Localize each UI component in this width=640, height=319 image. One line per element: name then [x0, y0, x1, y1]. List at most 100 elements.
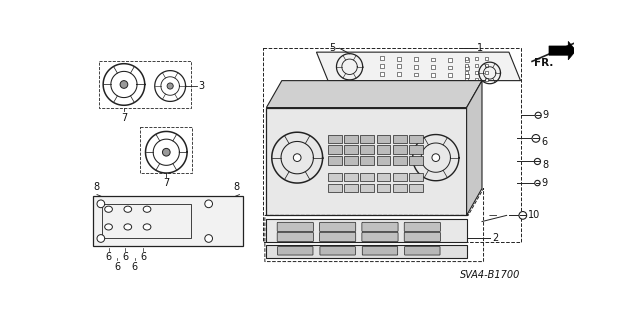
- Bar: [360, 135, 374, 143]
- Bar: [93, 196, 243, 246]
- Bar: [393, 156, 406, 165]
- Bar: [328, 145, 342, 154]
- Circle shape: [534, 159, 541, 165]
- Bar: [376, 135, 390, 143]
- Bar: [360, 145, 374, 154]
- Bar: [465, 58, 468, 62]
- Bar: [393, 184, 406, 192]
- FancyBboxPatch shape: [362, 232, 398, 241]
- Bar: [409, 145, 422, 154]
- FancyBboxPatch shape: [362, 247, 397, 255]
- Bar: [344, 184, 358, 192]
- Bar: [328, 156, 342, 165]
- Bar: [409, 156, 422, 165]
- Bar: [409, 184, 422, 192]
- Bar: [485, 78, 488, 81]
- Polygon shape: [467, 81, 482, 215]
- Circle shape: [519, 211, 527, 219]
- Bar: [465, 57, 468, 60]
- Circle shape: [97, 235, 105, 242]
- Circle shape: [120, 81, 128, 88]
- FancyBboxPatch shape: [320, 247, 355, 255]
- Circle shape: [535, 180, 540, 186]
- Bar: [344, 135, 358, 143]
- Text: FR.: FR.: [534, 58, 554, 68]
- Bar: [376, 184, 390, 192]
- Bar: [360, 156, 374, 165]
- Text: 7: 7: [163, 178, 170, 189]
- Ellipse shape: [124, 224, 132, 230]
- Bar: [465, 78, 468, 81]
- Circle shape: [532, 135, 540, 142]
- Ellipse shape: [143, 224, 151, 230]
- Bar: [380, 56, 384, 60]
- Text: 6: 6: [132, 262, 138, 271]
- Bar: [485, 57, 488, 60]
- Text: 10: 10: [528, 210, 540, 220]
- Bar: [397, 72, 401, 76]
- Circle shape: [205, 200, 212, 208]
- Circle shape: [432, 154, 440, 161]
- Text: 8: 8: [234, 182, 239, 192]
- Text: 7: 7: [121, 113, 127, 123]
- Text: 1: 1: [477, 43, 483, 53]
- Bar: [431, 73, 435, 77]
- Text: 9: 9: [543, 110, 549, 120]
- Bar: [380, 72, 384, 76]
- Bar: [409, 173, 422, 182]
- Bar: [448, 58, 452, 62]
- Text: 6: 6: [114, 262, 120, 271]
- Bar: [393, 145, 406, 154]
- Bar: [448, 66, 452, 70]
- Bar: [475, 78, 478, 81]
- Bar: [465, 70, 468, 74]
- Bar: [431, 65, 435, 69]
- Bar: [448, 73, 452, 77]
- Bar: [393, 173, 406, 182]
- Bar: [397, 57, 401, 61]
- Ellipse shape: [105, 224, 113, 230]
- Bar: [393, 135, 406, 143]
- Text: 8: 8: [542, 160, 548, 170]
- Circle shape: [293, 154, 301, 161]
- FancyBboxPatch shape: [404, 222, 440, 232]
- Text: 6: 6: [106, 252, 111, 262]
- Bar: [360, 184, 374, 192]
- Text: 3: 3: [198, 81, 205, 91]
- Bar: [475, 70, 478, 74]
- Bar: [409, 135, 422, 143]
- Bar: [414, 65, 418, 69]
- Text: 6: 6: [541, 137, 547, 147]
- Bar: [465, 74, 468, 78]
- Bar: [380, 64, 384, 68]
- Ellipse shape: [143, 206, 151, 212]
- Text: 6: 6: [140, 252, 147, 262]
- Text: SVA4-B1700: SVA4-B1700: [460, 271, 520, 280]
- Circle shape: [205, 235, 212, 242]
- Bar: [485, 70, 488, 74]
- Bar: [376, 156, 390, 165]
- Ellipse shape: [105, 206, 113, 212]
- FancyBboxPatch shape: [404, 232, 440, 241]
- Circle shape: [167, 83, 173, 89]
- Polygon shape: [549, 41, 576, 60]
- Circle shape: [163, 148, 170, 156]
- Polygon shape: [266, 219, 467, 242]
- Bar: [344, 145, 358, 154]
- FancyBboxPatch shape: [277, 222, 314, 232]
- Polygon shape: [266, 108, 467, 215]
- Bar: [99, 61, 191, 108]
- Bar: [465, 64, 468, 67]
- Bar: [328, 135, 342, 143]
- Text: —: —: [489, 211, 497, 220]
- Bar: [140, 127, 193, 173]
- Circle shape: [535, 112, 541, 118]
- Bar: [431, 57, 435, 61]
- Text: 9: 9: [541, 178, 547, 188]
- Bar: [328, 184, 342, 192]
- Text: 8: 8: [93, 182, 99, 192]
- Bar: [414, 57, 418, 61]
- FancyBboxPatch shape: [277, 232, 314, 241]
- Bar: [485, 64, 488, 67]
- Bar: [102, 204, 191, 239]
